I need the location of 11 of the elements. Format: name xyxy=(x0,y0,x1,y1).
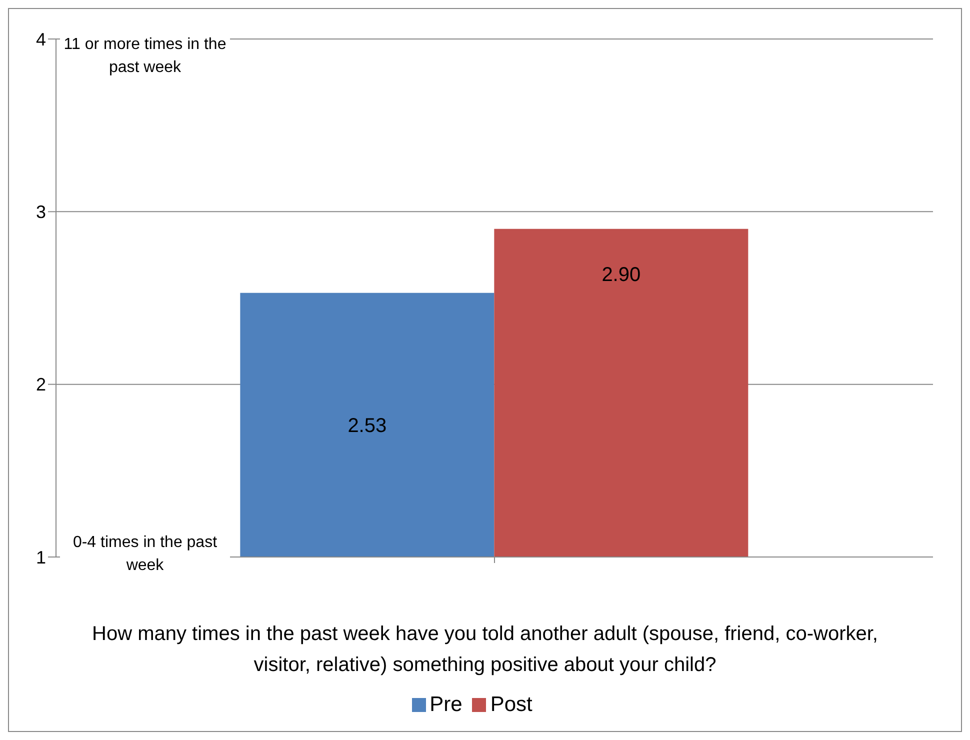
y-tick-label: 4 xyxy=(36,29,46,50)
legend-label: Post xyxy=(490,693,532,716)
data-label: 2.53 xyxy=(348,415,387,438)
annotation: 0-4 times in the past week xyxy=(60,529,230,579)
data-label: 2.90 xyxy=(602,264,641,286)
y-tick-label: 3 xyxy=(36,202,46,222)
y-tick-label: 1 xyxy=(36,547,46,568)
legend-label: Pre xyxy=(430,693,462,716)
x-axis-title: How many times in the past week have you told another adult (spouse, friend, co-worker, visitor, relative) something positive about your child? xyxy=(91,622,879,678)
y-tick-label: 2 xyxy=(36,374,46,395)
annotation: 11 or more times in the past week xyxy=(60,31,230,81)
